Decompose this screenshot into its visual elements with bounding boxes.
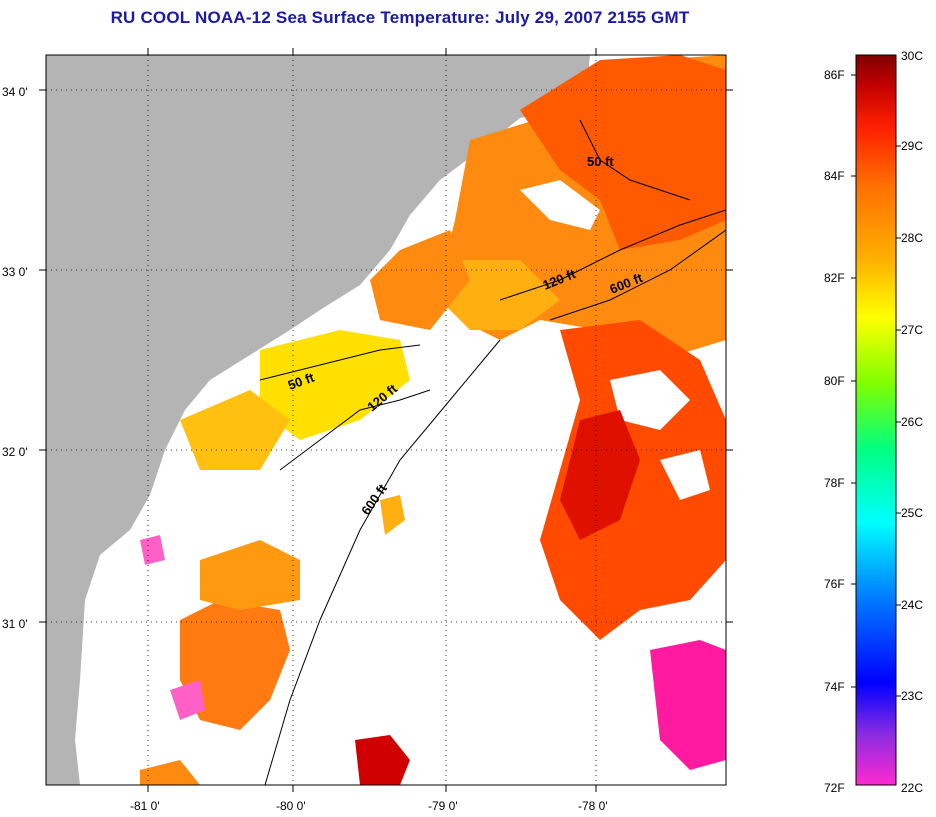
- cb-c-25: 25C: [901, 506, 923, 520]
- cb-f-78: 78F: [824, 476, 845, 490]
- colorbar-celsius-labels: 30C 29C 28C 27C 26C 25C 24C 23C 22C: [901, 49, 923, 795]
- cb-c-29: 29C: [901, 139, 923, 153]
- lon-label-80: -80 0': [276, 799, 306, 813]
- cb-f-76: 76F: [824, 577, 845, 591]
- cb-f-82: 82F: [824, 271, 845, 285]
- cb-c-30: 30C: [901, 49, 923, 63]
- cb-c-27: 27C: [901, 323, 923, 337]
- cb-c-28: 28C: [901, 231, 923, 245]
- lat-label-34: 34 0': [2, 85, 28, 99]
- cb-f-84: 84F: [824, 169, 845, 183]
- cb-f-72: 72F: [824, 781, 845, 795]
- lat-label-31: 31 0': [2, 617, 28, 631]
- cb-c-23: 23C: [901, 689, 923, 703]
- lon-label-78: -78 0': [578, 799, 608, 813]
- depth-label-50ft-north: 50 ft: [587, 154, 614, 169]
- grid-lines: [46, 55, 726, 785]
- depth-contours: [259, 119, 726, 785]
- cb-f-74: 74F: [824, 680, 845, 694]
- land-mass: [46, 55, 590, 785]
- lat-label-33: 33 0': [2, 265, 28, 279]
- cb-c-24: 24C: [901, 598, 923, 612]
- map-frame: [45, 54, 727, 786]
- cb-c-26: 26C: [901, 415, 923, 429]
- lat-label-32: 32 0': [2, 445, 28, 459]
- map-title: RU COOL NOAA-12 Sea Surface Temperature:…: [110, 8, 690, 27]
- axis-ticks: [39, 48, 733, 792]
- cb-f-86: 86F: [824, 68, 845, 82]
- lon-label-79: -79 0': [428, 799, 458, 813]
- sst-patches: [140, 55, 726, 785]
- cb-f-80: 80F: [824, 374, 845, 388]
- lon-label-81: -81 0': [130, 799, 160, 813]
- colorbar-fahrenheit-labels: 86F 84F 82F 80F 78F 76F 74F 72F: [824, 68, 845, 795]
- colorbar: [855, 54, 897, 786]
- colorbar-ticks: [851, 74, 901, 697]
- cb-c-22: 22C: [901, 781, 923, 795]
